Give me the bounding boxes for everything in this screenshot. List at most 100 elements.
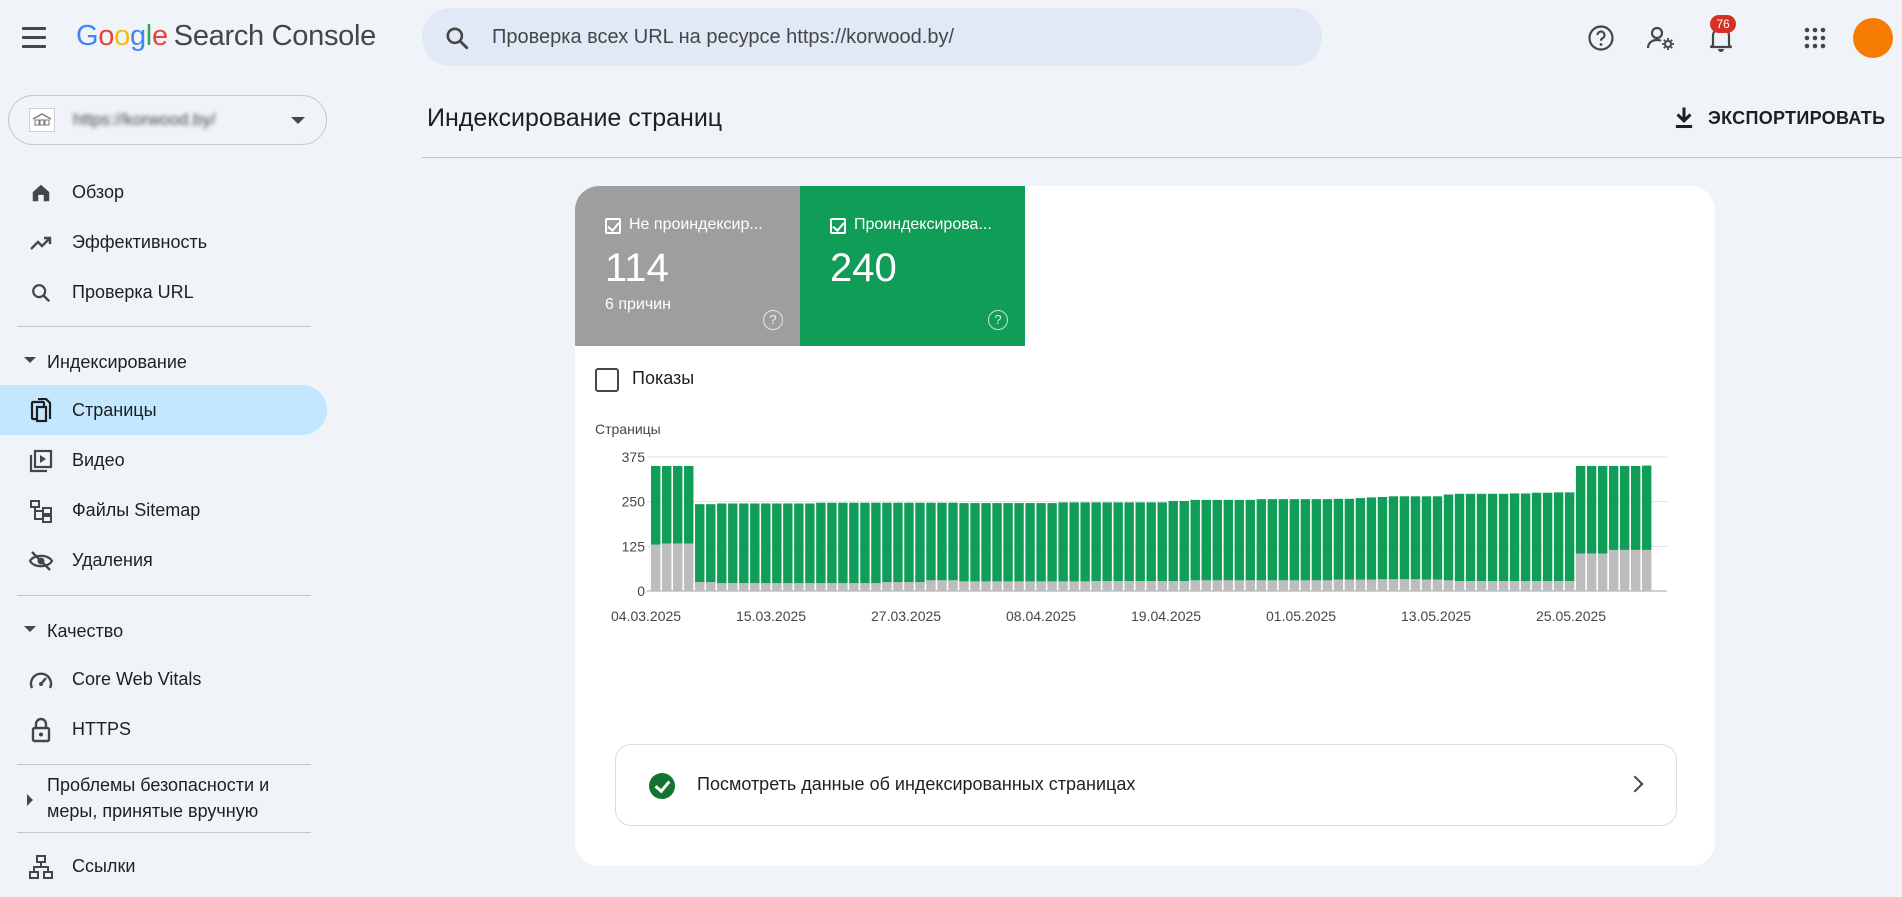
video-icon xyxy=(28,448,54,474)
indexing-card: Не проиндексир... 114 6 причин ? Проинде… xyxy=(575,186,1715,866)
x-tick-label: 13.05.2025 xyxy=(1401,608,1471,624)
bar-not-indexed xyxy=(816,583,826,591)
bar-not-indexed xyxy=(1388,579,1399,591)
bar-not-indexed xyxy=(1399,579,1410,591)
bar-indexed xyxy=(1597,465,1608,554)
bar-not-indexed xyxy=(1256,580,1267,591)
bar-indexed xyxy=(1135,502,1145,581)
bar-indexed xyxy=(1608,465,1619,550)
nav-sitemaps[interactable]: Файлы Sitemap xyxy=(0,485,327,535)
bar-indexed xyxy=(761,503,771,584)
help-icon[interactable]: ? xyxy=(763,310,783,330)
indexed-tile[interactable]: Проиндексирова... 240 ? xyxy=(800,186,1025,346)
nav-links[interactable]: Ссылки xyxy=(0,841,327,891)
links-icon xyxy=(28,854,54,880)
bar-indexed xyxy=(739,503,749,584)
bar-not-indexed xyxy=(904,582,914,591)
sidebar-divider xyxy=(17,764,311,765)
bar-not-indexed xyxy=(783,583,793,591)
bar-indexed xyxy=(1443,494,1454,581)
bar-not-indexed xyxy=(761,583,771,591)
bar-indexed xyxy=(1410,496,1421,580)
bar-not-indexed xyxy=(1333,579,1344,591)
bar-indexed xyxy=(1201,499,1211,581)
bar-indexed xyxy=(1366,497,1377,580)
bar-indexed xyxy=(904,502,914,583)
logo[interactable]: Google Search Console xyxy=(76,20,376,52)
bar-indexed xyxy=(728,503,738,584)
section-security[interactable]: Проблемы безопасности и меры, принятые вр… xyxy=(0,772,327,828)
bar-not-indexed xyxy=(1509,580,1520,591)
bar-indexed xyxy=(1432,496,1443,580)
nav-pages[interactable]: Страницы xyxy=(0,385,327,435)
bar-indexed xyxy=(1575,465,1586,554)
bar-indexed xyxy=(772,503,782,584)
bar-not-indexed xyxy=(1190,580,1200,591)
section-quality[interactable]: Качество xyxy=(0,609,327,649)
bar-not-indexed xyxy=(827,583,837,591)
nav-url-inspection[interactable]: Проверка URL xyxy=(0,267,327,317)
bar-not-indexed xyxy=(1443,580,1454,591)
nav-overview[interactable]: Обзор xyxy=(0,167,327,217)
help-icon[interactable]: ? xyxy=(988,310,1008,330)
help-icon[interactable] xyxy=(1583,20,1619,56)
view-indexed-pages-link[interactable]: Посмотреть данные об индексированных стр… xyxy=(615,744,1677,826)
pages-icon xyxy=(28,398,54,424)
bar-not-indexed xyxy=(1124,580,1134,591)
bar-not-indexed xyxy=(673,543,683,591)
section-indexing[interactable]: Индексирование xyxy=(0,340,327,380)
trending-up-icon xyxy=(28,230,54,256)
not-indexed-checkbox[interactable] xyxy=(605,218,621,234)
bar-indexed xyxy=(1003,503,1013,582)
nav-video[interactable]: Видео xyxy=(0,435,327,485)
bar-indexed xyxy=(1124,502,1134,581)
speed-icon xyxy=(28,667,54,693)
bar-indexed xyxy=(1619,465,1630,550)
visibility-off-icon xyxy=(28,548,54,574)
bar-indexed xyxy=(1036,503,1046,582)
property-selector[interactable]: https://korwood.by/ xyxy=(8,95,327,145)
bar-indexed xyxy=(1465,493,1476,581)
bar-indexed xyxy=(849,502,859,584)
bar-not-indexed xyxy=(1322,580,1333,591)
bar-indexed xyxy=(1344,498,1355,580)
bar-indexed xyxy=(750,503,760,584)
bar-not-indexed xyxy=(981,581,991,591)
bar-not-indexed xyxy=(849,583,859,591)
bar-not-indexed xyxy=(1157,580,1167,591)
bar-not-indexed xyxy=(893,582,903,591)
url-inspection-search[interactable]: Проверка всех URL на ресурсе https://kor… xyxy=(422,8,1322,66)
bar-not-indexed xyxy=(1421,579,1432,591)
bar-indexed xyxy=(662,465,672,544)
bar-not-indexed xyxy=(1410,579,1421,591)
nav-removals[interactable]: Удаления xyxy=(0,535,327,585)
bar-indexed xyxy=(1157,502,1167,581)
nav-core-web-vitals[interactable]: Core Web Vitals xyxy=(0,654,327,704)
caret-down-icon xyxy=(24,357,36,363)
bar-not-indexed xyxy=(1641,549,1652,591)
bar-indexed xyxy=(1476,493,1487,581)
header-divider xyxy=(422,157,1902,158)
bar-not-indexed xyxy=(1487,580,1498,591)
bar-indexed xyxy=(1531,492,1542,581)
nav-https[interactable]: HTTPS xyxy=(0,704,327,754)
caret-right-icon xyxy=(27,794,33,806)
indexed-checkbox[interactable] xyxy=(830,218,846,234)
bar-not-indexed xyxy=(1597,553,1608,591)
bar-not-indexed xyxy=(662,543,672,591)
manage-users-icon[interactable] xyxy=(1643,20,1679,56)
bar-not-indexed xyxy=(717,583,727,591)
menu-icon[interactable] xyxy=(22,22,62,52)
not-indexed-tile[interactable]: Не проиндексир... 114 6 причин ? xyxy=(575,186,800,346)
y-tick-label: 125 xyxy=(622,538,646,554)
nav-performance[interactable]: Эффективность xyxy=(0,217,327,267)
bar-not-indexed xyxy=(992,581,1002,591)
impressions-checkbox[interactable] xyxy=(595,368,619,392)
top-app-bar: Google Search Console Проверка всех URL н… xyxy=(0,0,1902,76)
bar-not-indexed xyxy=(1289,580,1300,591)
bar-indexed xyxy=(1300,499,1311,581)
bar-not-indexed xyxy=(882,582,892,591)
avatar[interactable] xyxy=(1853,18,1893,58)
apps-icon[interactable] xyxy=(1797,20,1833,56)
x-tick-label: 01.05.2025 xyxy=(1266,608,1336,624)
